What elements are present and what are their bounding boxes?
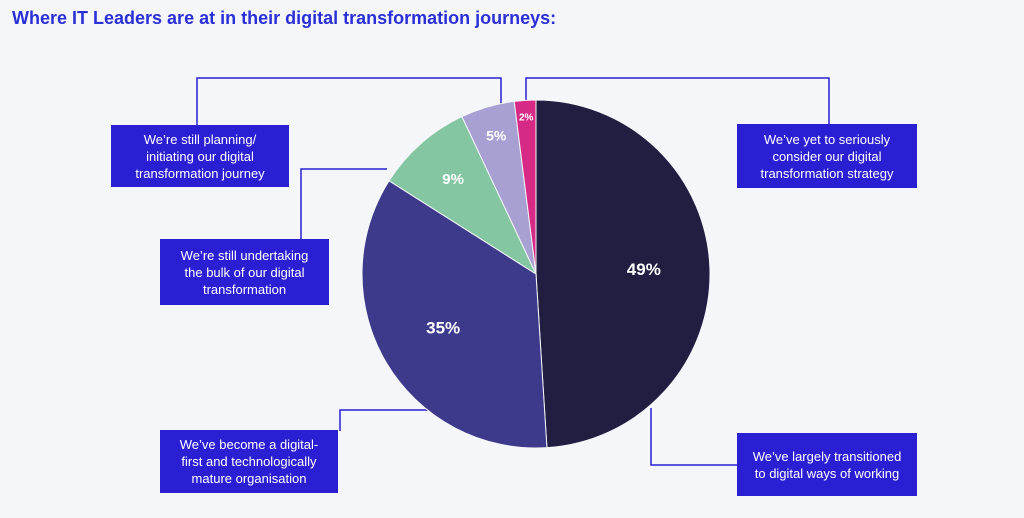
pie-slice-label-5pct: 5%	[486, 128, 507, 144]
callout-undertaking-text: We’re still undertaking the bulk of our …	[180, 247, 309, 297]
callout-digital-first: We’ve become a digital-first and technol…	[160, 430, 338, 493]
pie-slice-label-9pct: 9%	[442, 171, 464, 188]
pie-slice-49pct	[535, 99, 711, 449]
callout-transitioned-text: We’ve largely transitioned to digital wa…	[752, 448, 902, 481]
callout-undertaking: We’re still undertaking the bulk of our …	[160, 239, 329, 305]
connector-planning	[196, 77, 502, 126]
pie-slice-9pct	[388, 115, 538, 276]
connector-undertaking	[300, 168, 387, 240]
callout-planning-text: We’re still planning/ initiating our dig…	[135, 131, 265, 181]
chart-title: Where IT Leaders are at in their digital…	[12, 8, 557, 28]
connector-yet-to	[525, 77, 830, 125]
connector-digital-first	[339, 409, 428, 431]
callout-connectors	[196, 77, 830, 466]
pie-slices	[361, 99, 711, 449]
callout-transitioned: We’ve largely transitioned to digital wa…	[737, 433, 917, 496]
connector-transitioned	[650, 408, 738, 466]
pie-slice-labels: 49% 35% 9% 5% 2%	[426, 112, 661, 337]
pie-slice-label-35pct: 35%	[426, 318, 460, 337]
pie-slice-35pct	[361, 180, 548, 449]
pie-slice-2pct	[513, 99, 537, 275]
callout-planning: We’re still planning/ initiating our dig…	[111, 125, 289, 187]
callout-yet-to: We’ve yet to seriously consider our digi…	[737, 124, 917, 188]
callout-yet-to-text: We’ve yet to seriously consider our digi…	[760, 131, 894, 181]
callout-digital-first-text: We’ve become a digital-first and technol…	[179, 437, 319, 486]
pie-slice-label-49pct: 49%	[627, 260, 661, 279]
pie-slice-label-2pct: 2%	[519, 112, 534, 123]
